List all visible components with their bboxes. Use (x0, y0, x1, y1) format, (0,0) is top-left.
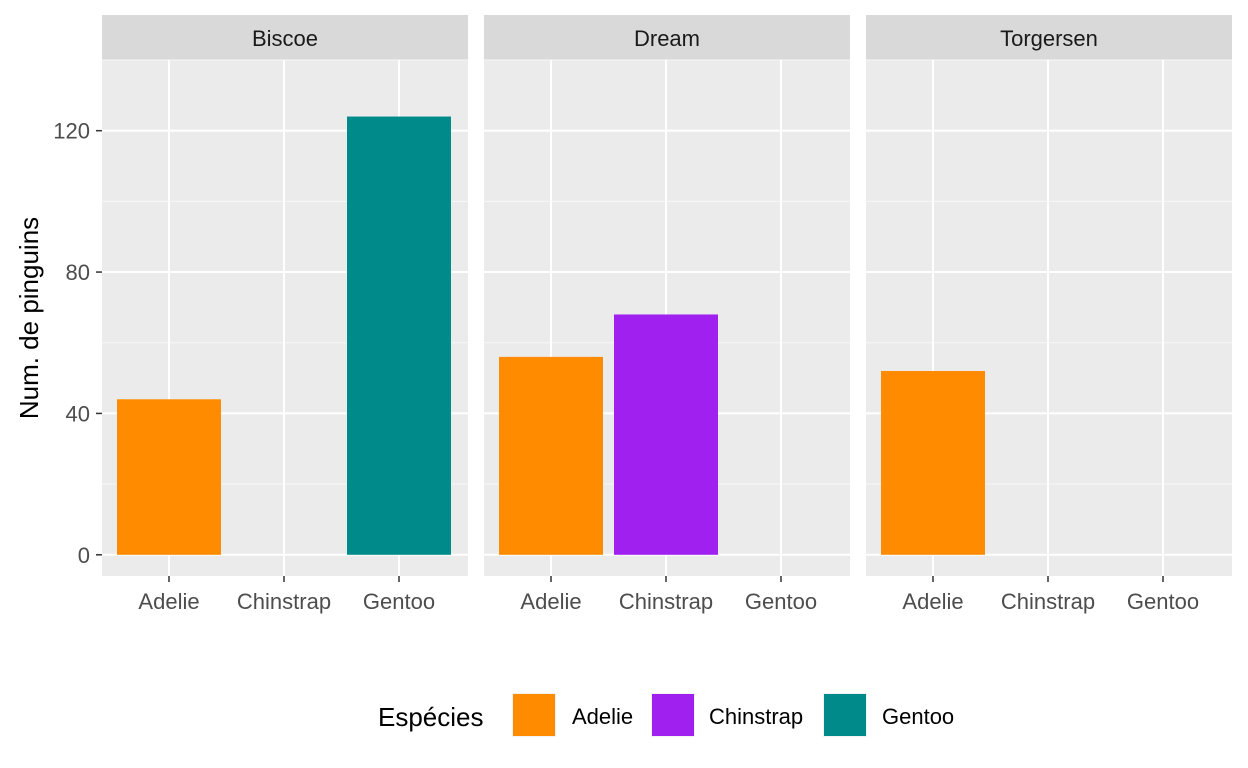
bar-dream-adelie (499, 356, 603, 555)
bar-dream-chinstrap (614, 314, 718, 555)
facet-strip-label: Dream (634, 26, 700, 51)
facet-strip (102, 15, 468, 60)
facet-torgersen: Torgersen Adelie Chinstrap Gentoo (866, 15, 1232, 614)
facet-strip (866, 15, 1232, 60)
x-tick-label: Gentoo (1127, 589, 1199, 614)
facet-biscoe: Biscoe Adelie Chinstrap Gentoo (102, 15, 468, 614)
bar-torgersen-adelie (881, 371, 985, 555)
x-tick-label: Adelie (902, 589, 963, 614)
legend-item-gentoo: Gentoo (823, 693, 954, 737)
x-tick-label: Adelie (520, 589, 581, 614)
x-tick-label: Chinstrap (619, 589, 713, 614)
x-tick-label: Gentoo (363, 589, 435, 614)
legend-key-swatch (513, 694, 555, 736)
bar-biscoe-gentoo (347, 116, 451, 555)
legend-label: Chinstrap (709, 704, 803, 729)
facet-strip-label: Biscoe (252, 26, 318, 51)
legend-title: Espécies (378, 702, 484, 732)
legend-label: Gentoo (882, 704, 954, 729)
x-tick-label: Chinstrap (1001, 589, 1095, 614)
y-tick-label: 120 (53, 119, 90, 144)
y-tick-label: 0 (78, 543, 90, 568)
facet-strip (484, 15, 850, 60)
x-tick-label: Adelie (138, 589, 199, 614)
legend-item-chinstrap: Chinstrap (651, 693, 803, 737)
facet-strip-label: Torgersen (1000, 26, 1098, 51)
y-tick-label: 80 (66, 260, 90, 285)
legend: Espécies Adelie Chinstrap Gentoo (378, 693, 954, 737)
legend-key-swatch (824, 694, 866, 736)
legend-item-adelie: Adelie (512, 693, 633, 737)
y-tick-label: 40 (66, 401, 90, 426)
legend-key-swatch (652, 694, 694, 736)
bar-biscoe-adelie (117, 399, 221, 555)
y-axis-title: Num. de pinguins (14, 217, 44, 419)
facet-dream: Dream Adelie Chinstrap Gentoo (484, 15, 850, 614)
x-tick-label: Chinstrap (237, 589, 331, 614)
legend-label: Adelie (572, 704, 633, 729)
y-axis: 0 40 80 120 (53, 119, 102, 568)
x-tick-label: Gentoo (745, 589, 817, 614)
